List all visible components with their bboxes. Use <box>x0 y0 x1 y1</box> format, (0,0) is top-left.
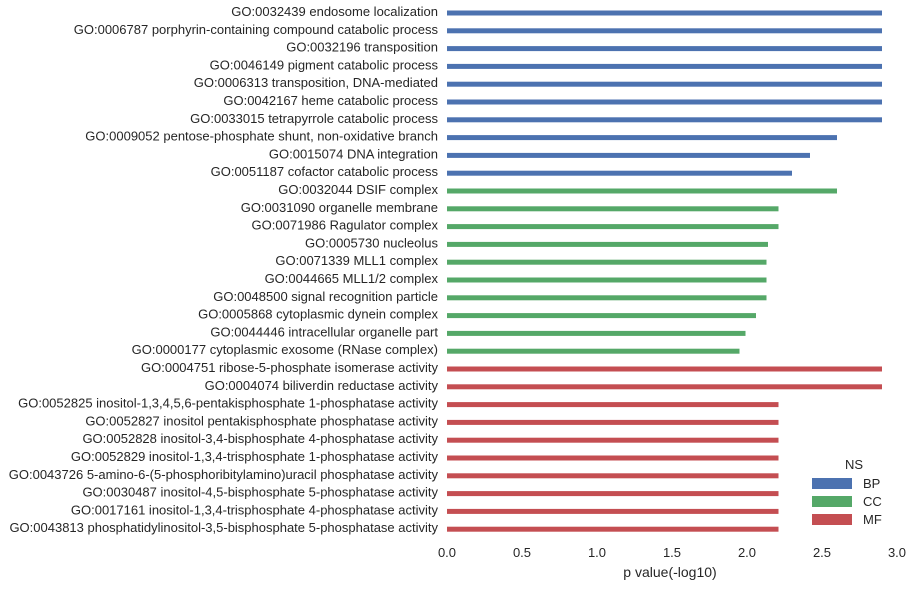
category-label: GO:0006313 transposition, DNA-mediated <box>194 75 438 90</box>
bar <box>447 152 810 158</box>
category-label: GO:0071339 MLL1 complex <box>275 253 438 268</box>
category-label: GO:0044665 MLL1/2 complex <box>265 271 439 286</box>
bar <box>447 135 837 141</box>
category-label: GO:0004074 biliverdin reductase activity <box>205 378 439 393</box>
x-tick-label: 2.0 <box>738 545 756 560</box>
bar <box>447 259 767 265</box>
category-label: GO:0017161 inositol-1,3,4-trisphosphate … <box>71 502 439 517</box>
category-label: GO:0051187 cofactor catabolic process <box>211 164 439 179</box>
category-label: GO:0046149 pigment catabolic process <box>210 57 439 72</box>
category-label: GO:0052829 inositol-1,3,4-trisphosphate … <box>71 449 439 464</box>
legend-swatch <box>812 514 852 525</box>
category-label: GO:0004751 ribose-5-phosphate isomerase … <box>141 360 438 375</box>
category-label: GO:0033015 tetrapyrrole catabolic proces… <box>190 111 438 126</box>
category-label: GO:0042167 heme catabolic process <box>223 93 438 108</box>
category-label: GO:0044446 intracellular organelle part <box>210 324 438 339</box>
bar <box>447 277 767 283</box>
bar <box>447 224 779 230</box>
bar <box>447 402 779 408</box>
category-label: GO:0071986 Ragulator complex <box>252 218 439 233</box>
category-label: GO:0032044 DSIF complex <box>278 182 438 197</box>
category-label: GO:0015074 DNA integration <box>269 146 438 161</box>
category-label: GO:0048500 signal recognition particle <box>213 289 438 304</box>
category-label: GO:0032439 endosome localization <box>231 4 438 19</box>
legend-label: BP <box>863 476 880 491</box>
category-label: GO:0052825 inositol-1,3,4,5,6-pentakisph… <box>18 396 438 411</box>
legend-label: MF <box>863 512 882 527</box>
category-label: GO:0043726 5-amino-6-(5-phosphoribitylam… <box>9 467 439 482</box>
bars-layer <box>447 10 882 532</box>
legend: NS BP CC MF <box>812 457 882 527</box>
legend-swatch <box>812 478 852 489</box>
bar <box>447 348 740 354</box>
x-tick-label: 3.0 <box>888 545 906 560</box>
x-tick-label: 1.0 <box>588 545 606 560</box>
x-tick-label: 2.5 <box>813 545 831 560</box>
category-labels: GO:0032439 endosome localization GO:00067… <box>9 4 439 535</box>
category-label: GO:0052828 inositol-3,4-bisphosphate 4-p… <box>82 431 438 446</box>
bar <box>447 99 882 105</box>
legend-title: NS <box>845 457 863 472</box>
bar <box>447 473 779 479</box>
bar <box>447 295 767 301</box>
x-tick-label: 0.5 <box>513 545 531 560</box>
bar <box>447 188 837 194</box>
bar <box>447 455 779 461</box>
bar <box>447 81 882 87</box>
category-label: GO:0000177 cytoplasmic exosome (RNase co… <box>132 342 438 357</box>
bar <box>447 117 882 123</box>
bar <box>447 206 779 212</box>
category-label: GO:0030487 inositol-4,5-bisphosphate 5-p… <box>82 485 438 500</box>
category-label: GO:0032196 transposition <box>286 40 438 55</box>
bar <box>447 10 882 16</box>
bar <box>447 170 792 176</box>
x-tick-label: 0.0 <box>438 545 456 560</box>
bar <box>447 46 882 52</box>
bar <box>447 419 779 425</box>
bar <box>447 330 746 336</box>
category-label: GO:0009052 pentose-phosphate shunt, non-… <box>85 129 438 144</box>
bar <box>447 437 779 443</box>
legend-entries: BP CC MF <box>812 476 882 527</box>
bar <box>447 526 779 532</box>
category-label: GO:0005868 cytoplasmic dynein complex <box>198 307 438 322</box>
bar <box>447 241 768 247</box>
bar <box>447 508 779 514</box>
bar <box>447 63 882 69</box>
bar <box>447 491 779 497</box>
category-label: GO:0005730 nucleolus <box>305 235 438 250</box>
bar <box>447 313 756 319</box>
category-label: GO:0006787 porphyrin-containing compound… <box>74 22 439 37</box>
bar <box>447 384 882 390</box>
bar <box>447 28 882 34</box>
legend-swatch <box>812 496 852 507</box>
category-label: GO:0043813 phosphatidylinositol-3,5-bisp… <box>9 520 438 535</box>
x-tick-label: 1.5 <box>663 545 681 560</box>
category-label: GO:0031090 organelle membrane <box>241 200 438 215</box>
legend-label: CC <box>863 494 882 509</box>
bar <box>447 366 882 372</box>
category-label: GO:0052827 inositol pentakisphosphate ph… <box>85 413 438 428</box>
x-axis-ticks: 0.0 0.5 1.0 1.5 2.0 2.5 3.0 <box>438 545 906 560</box>
x-axis-title: p value(-log10) <box>623 564 716 580</box>
